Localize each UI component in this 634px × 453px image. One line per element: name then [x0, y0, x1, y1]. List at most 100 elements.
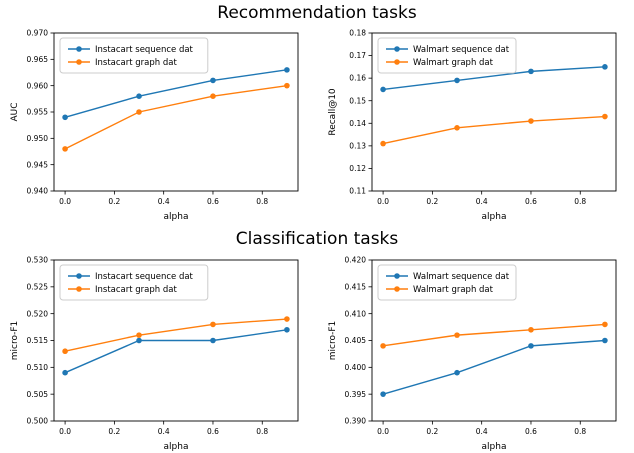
- data-point-marker: [528, 118, 534, 125]
- y-tick-label: 0.500: [27, 416, 49, 425]
- data-point-marker: [454, 331, 460, 338]
- data-point-marker: [136, 331, 142, 338]
- x-axis-label: alpha: [164, 212, 189, 222]
- y-tick-label: 0.17: [349, 51, 366, 60]
- y-tick-label: 0.515: [27, 336, 49, 345]
- legend-marker-sample: [394, 272, 400, 279]
- y-tick-label: 0.970: [27, 29, 49, 38]
- y-axis-label: Recall@10: [328, 88, 338, 136]
- data-point-marker: [528, 326, 534, 333]
- y-tick-label: 0.960: [27, 82, 49, 91]
- y-tick-label: 0.15: [349, 97, 366, 106]
- y-tick-label: 0.395: [345, 389, 367, 398]
- x-tick-label: 0.2: [426, 427, 438, 436]
- plot-border: [371, 32, 617, 192]
- y-tick-label: 0.950: [27, 134, 49, 143]
- legend-label: Instacart graph dat: [95, 284, 177, 294]
- chart-row-recommendation: 0.940 0.945 0.950 0.955 0.960 0.965 0.970 0.0 0.…: [0, 24, 634, 223]
- x-tick-label: 0.4: [158, 427, 170, 436]
- section-classification: Classification tasks 0.500 0.505 0.510 0.51…: [0, 223, 634, 452]
- legend-label: Instacart sequence dat: [95, 271, 194, 281]
- legend-box: [59, 264, 209, 300]
- x-tick-label: 0.8: [574, 197, 586, 206]
- x-tick-label: 0.6: [525, 427, 537, 436]
- y-tick-label: 0.530: [27, 255, 49, 264]
- legend-box: [377, 264, 517, 300]
- data-point-marker: [136, 109, 142, 116]
- legend-marker-sample: [394, 59, 400, 66]
- chart-instacart-microf1: 0.500 0.505 0.510 0.515 0.520 0.525 0.530 0.0 0.…: [10, 255, 299, 452]
- x-tick-label: 0.6: [207, 197, 219, 206]
- data-point-marker: [380, 342, 386, 349]
- section-title-recommendation: Recommendation tasks: [217, 3, 417, 23]
- y-tick-label: 0.955: [27, 108, 49, 117]
- x-tick-label: 0.2: [426, 197, 438, 206]
- y-tick-label: 0.945: [27, 161, 49, 170]
- y-tick-label: 0.510: [27, 362, 49, 371]
- legend-label: Walmart sequence dat: [413, 45, 510, 55]
- y-tick-label: 0.520: [27, 309, 49, 318]
- legend-box: [377, 37, 517, 74]
- data-point-marker: [62, 114, 68, 121]
- series-line: [64, 328, 288, 373]
- series-line: [64, 69, 288, 119]
- y-tick-label: 0.415: [345, 282, 367, 291]
- legend-label: Instacart sequence dat: [95, 45, 194, 55]
- legend-label: Instacart graph dat: [95, 58, 177, 68]
- y-tick-label: 0.405: [345, 336, 367, 345]
- y-tick-label: 0.390: [345, 416, 367, 425]
- x-tick-label: 0.6: [207, 427, 219, 436]
- data-point-marker: [62, 347, 68, 354]
- data-point-marker: [528, 342, 534, 349]
- x-axis-label: alpha: [482, 212, 507, 222]
- series-line: [64, 85, 288, 150]
- data-point-marker: [380, 390, 386, 397]
- data-point-marker: [454, 77, 460, 84]
- legend-box: [59, 37, 209, 74]
- data-point-marker: [454, 369, 460, 375]
- x-axis-label: alpha: [482, 442, 507, 452]
- y-tick-label: 0.420: [345, 255, 367, 264]
- y-tick-label: 0.11: [349, 187, 366, 196]
- legend-marker-sample: [394, 285, 400, 292]
- x-tick-label: 0.6: [525, 197, 537, 206]
- series-line: [64, 317, 287, 352]
- chart-row-classification: 0.500 0.505 0.510 0.515 0.520 0.525 0.530 0.0 0.…: [0, 251, 634, 453]
- legend-marker-sample: [394, 46, 400, 53]
- data-point-marker: [284, 326, 290, 333]
- y-axis-label: AUC: [10, 103, 20, 122]
- section-title-classification: Classification tasks: [235, 229, 399, 250]
- y-tick-label: 0.410: [345, 309, 367, 318]
- data-point-marker: [602, 64, 608, 70]
- y-tick-label: 0.12: [349, 164, 366, 173]
- x-tick-label: 0.8: [256, 427, 268, 436]
- data-point-marker: [210, 337, 216, 343]
- y-axis-label: micro-F1: [328, 320, 338, 360]
- data-point-marker: [380, 86, 386, 93]
- legend-label: Walmart graph dat: [413, 284, 494, 294]
- data-point-marker: [602, 337, 608, 343]
- x-tick-label: 0.0: [377, 427, 389, 436]
- data-point-marker: [528, 68, 534, 75]
- legend-marker-sample: [76, 285, 82, 292]
- data-point-marker: [136, 93, 142, 100]
- series-line: [382, 116, 605, 145]
- data-point-marker: [62, 369, 68, 375]
- data-point-marker: [210, 93, 216, 100]
- y-tick-label: 0.400: [345, 362, 367, 371]
- data-point-marker: [210, 77, 216, 84]
- legend-marker-sample: [76, 59, 82, 66]
- data-point-marker: [210, 321, 216, 327]
- y-tick-label: 0.965: [27, 55, 49, 64]
- chart-walmart-recall: 0.11 0.12 0.13 0.14 0.15 0.16 0.17 0.18 0.0 0.2 0.…: [328, 29, 617, 222]
- y-tick-label: 0.18: [349, 29, 366, 38]
- data-point-marker: [136, 337, 142, 343]
- x-tick-label: 0.8: [574, 427, 586, 436]
- series-line: [383, 66, 605, 91]
- chart-instacart-auc: 0.940 0.945 0.950 0.955 0.960 0.965 0.970 0.0 0.…: [10, 29, 299, 222]
- x-tick-label: 0.4: [158, 197, 170, 206]
- x-tick-label: 0.0: [59, 197, 71, 206]
- series-line: [382, 323, 605, 347]
- x-axis-label: alpha: [164, 442, 189, 452]
